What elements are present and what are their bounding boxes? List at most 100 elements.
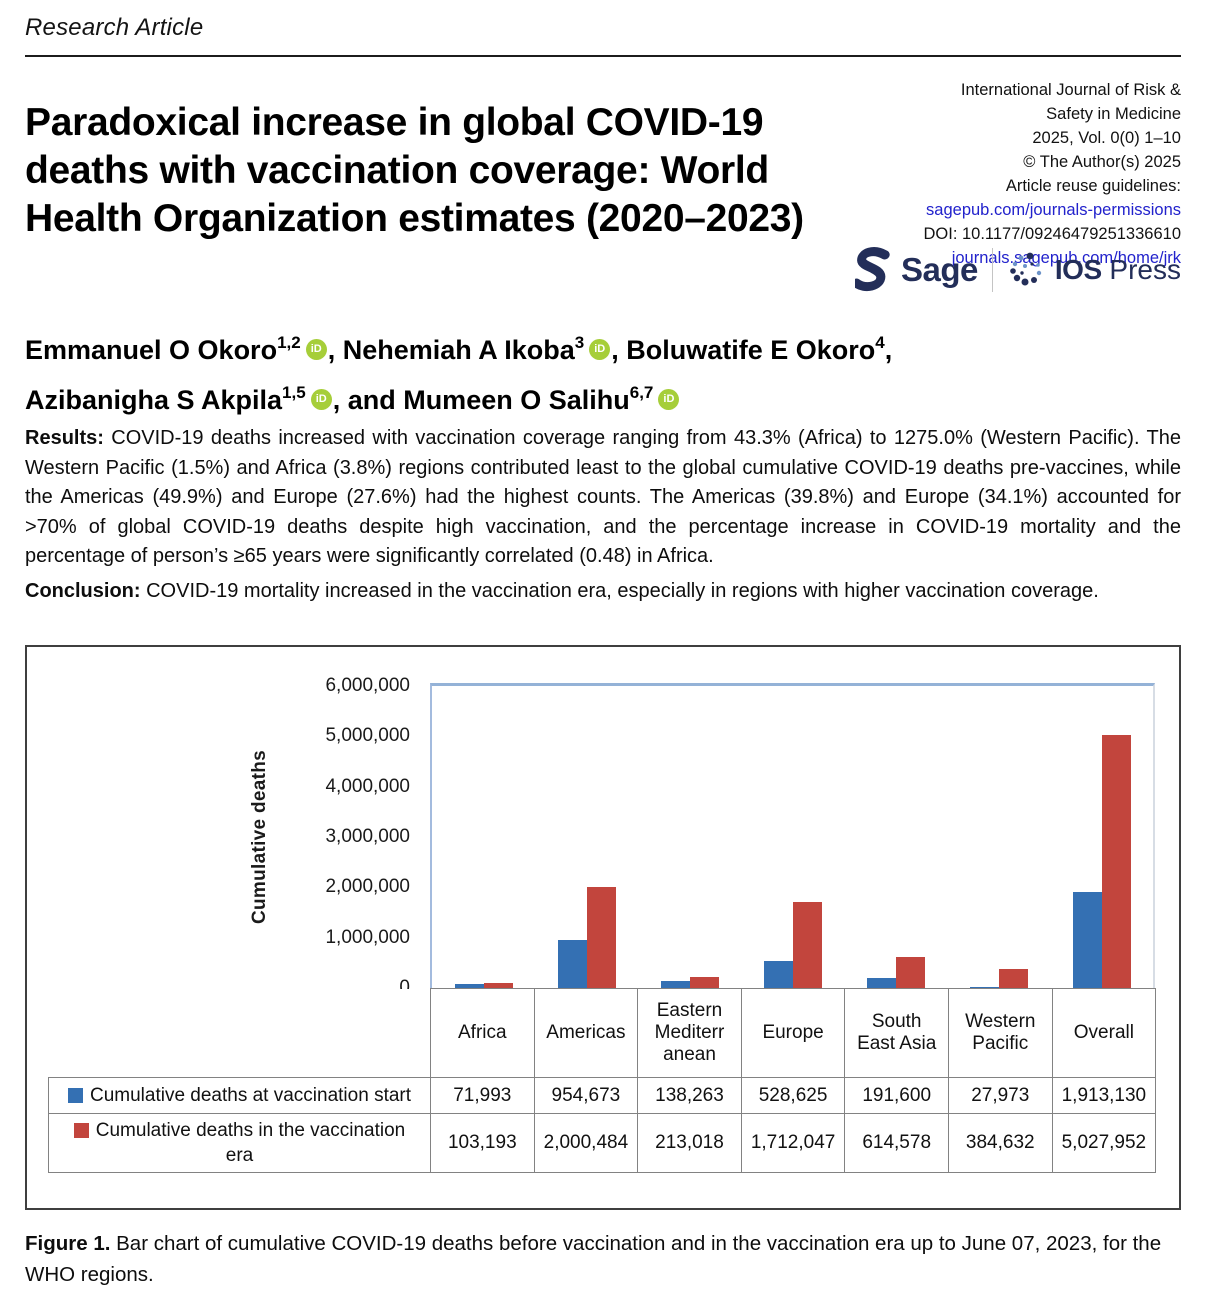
category-header-cell: Eastern Mediterr anean (637, 988, 742, 1078)
bar-vaccination-start-overall (1072, 891, 1102, 988)
journal-info-line: DOI: 10.1177/09246479251336610 (923, 225, 1181, 243)
table-row: Cumulative deaths at vaccination start 71… (48, 1077, 1157, 1114)
results-text: COVID-19 deaths increased with vaccinati… (25, 427, 1181, 567)
plot-area (430, 683, 1155, 988)
y-axis-tick-label: 1,000,000 (325, 926, 410, 948)
abstract-conclusion: Conclusion: COVID-19 mortality increased… (25, 577, 1181, 607)
category-header-cell: Western Pacific (947, 988, 1053, 1078)
category-header-cell: Overall (1051, 988, 1157, 1078)
y-axis-tick-label: 3,000,000 (325, 826, 410, 847)
sage-logo-text: Sage (901, 251, 978, 288)
author-name: Nehemiah A Ikoba (342, 335, 575, 365)
bar-vaccination-era-overall (1101, 734, 1131, 988)
plot-bars (432, 686, 1153, 988)
y-axis-tick-label: 0 (399, 977, 410, 998)
y-axis-tick-label: 2,000,000 (325, 876, 410, 898)
bar-vaccination-start-eastern (660, 981, 690, 988)
value-cell: 954,673 (533, 1077, 639, 1114)
orcid-icon[interactable]: iD (305, 339, 327, 360)
author-affiliation-sup: 1,2 (277, 333, 301, 352)
abstract-results: Results: COVID-19 deaths increased with … (25, 424, 1181, 572)
sage-logo: Sage (855, 247, 978, 293)
category-header-cell: Africa (430, 988, 535, 1078)
bar-vaccination-start-africa (454, 984, 484, 988)
category-header-cell: Europe (740, 988, 846, 1078)
bar-vaccination-era-south (895, 957, 925, 988)
legend-swatch-icon (67, 1088, 83, 1103)
bar-vaccination-era-eastern (689, 977, 719, 988)
value-cell: 5,027,952 (1051, 1113, 1157, 1173)
table-corner-cell (48, 988, 431, 1078)
y-axis-tick-label: 5,000,000 (325, 725, 410, 747)
header-rule (25, 55, 1181, 57)
value-cell: 213,018 (637, 1113, 742, 1173)
bar-vaccination-start-south (866, 978, 896, 988)
author-affiliation-sup: 4 (875, 333, 885, 352)
bar-vaccination-era-africa (483, 982, 513, 988)
value-cell: 103,193 (430, 1113, 535, 1173)
journal-info: International Journal of Risk & Safety in… (851, 78, 1181, 270)
journal-info-line: © The Author(s) 2025 (1023, 153, 1181, 171)
value-cell: 528,625 (740, 1077, 846, 1114)
ios-press-logo-text: IOS Press (1055, 254, 1181, 286)
value-cell: 384,632 (947, 1113, 1053, 1173)
bar-vaccination-era-europe (792, 901, 822, 988)
value-cell: 1,712,047 (740, 1113, 846, 1173)
bar-vaccination-start-europe (763, 961, 793, 988)
value-cell: 1,913,130 (1051, 1077, 1157, 1114)
conclusion-text: COVID-19 mortality increased in the vacc… (140, 580, 1099, 602)
author-name: Mumeen O Salihu (403, 385, 630, 415)
journal-info-line: 2025, Vol. 0(0) 1–10 (1032, 129, 1181, 147)
journal-permissions-link[interactable]: journals.sagepub.com/home/jrk (951, 249, 1181, 267)
figure-caption: Figure 1. Bar chart of cumulative COVID-… (25, 1228, 1181, 1290)
category-header-cell: South East Asia (844, 988, 949, 1078)
orcid-icon[interactable]: iD (658, 389, 680, 410)
journal-info-line: Safety in Medicine (1046, 105, 1181, 123)
orcid-icon[interactable]: iD (589, 339, 611, 360)
journal-info-line: Article reuse guidelines: (1005, 177, 1181, 195)
ios-dots-icon (1010, 252, 1042, 286)
author-affiliation-sup: 1,5 (282, 383, 306, 402)
figure-1: Cumulative deaths 6,000,000 5,000,000 4,00… (25, 645, 1181, 1210)
data-table: Africa Americas Eastern Mediterr anean Euro… (48, 988, 1157, 1173)
ios-press-rest: Press (1101, 254, 1181, 285)
category-header-cell: Americas (533, 988, 639, 1078)
journal-permissions-link[interactable]: sagepub.com/journals-permissions (926, 201, 1181, 219)
legend-cell: Cumulative deaths at vaccination start (48, 1077, 431, 1114)
figure-caption-text: Bar chart of cumulative COVID-19 deaths … (25, 1232, 1162, 1286)
value-cell: 614,578 (844, 1113, 949, 1173)
results-label: Results: (25, 427, 104, 449)
table-header-row: Africa Americas Eastern Mediterr anean Euro… (48, 988, 1157, 1078)
author-affiliation-sup: 3 (574, 333, 585, 352)
bar-vaccination-start-americas (557, 939, 587, 988)
value-cell: 27,973 (947, 1077, 1053, 1114)
legend-cell: Cumulative deaths in the vaccination era (48, 1113, 431, 1173)
value-cell: 191,600 (844, 1077, 949, 1114)
conclusion-label: Conclusion: (25, 580, 141, 602)
bar-vaccination-era-americas (586, 887, 616, 988)
y-axis-tick-label: 4,000,000 (325, 775, 410, 797)
table-row: Cumulative deaths in the vaccination era… (48, 1113, 1157, 1173)
article-title: Paradoxical increase in global COVID-19 … (25, 101, 804, 240)
author-name: Azibanigha S Akpila (25, 385, 283, 415)
sage-s-icon (855, 247, 890, 292)
value-cell: 138,263 (637, 1077, 742, 1114)
bar-vaccination-era-western (998, 968, 1028, 988)
figure-chart-area: Cumulative deaths 6,000,000 5,000,000 4,00… (27, 647, 1179, 1208)
value-cell: 71,993 (430, 1077, 535, 1114)
authors: Emmanuel O Okoro1,2 iD, Nehemiah A Ikoba3… (25, 333, 893, 415)
author-name: Emmanuel O Okoro (25, 335, 278, 365)
legend-swatch-icon (73, 1123, 89, 1138)
logo-divider (991, 248, 993, 292)
publisher-logos: Sage IOS Press (855, 246, 1181, 294)
ios-press-bold: IOS (1054, 254, 1102, 285)
figure-caption-label: Figure 1. (25, 1232, 111, 1255)
y-axis-tick-label: 6,000,000 (325, 675, 410, 696)
orcid-icon[interactable]: iD (310, 389, 332, 410)
article-type-kicker: Research Article (25, 14, 204, 41)
bar-vaccination-start-western (969, 986, 999, 988)
y-axis-tick-labels: 6,000,000 5,000,000 4,000,000 3,000,000 2,00… (27, 675, 410, 998)
value-cell: 2,000,484 (533, 1113, 639, 1173)
journal-info-line: International Journal of Risk & (960, 81, 1181, 99)
